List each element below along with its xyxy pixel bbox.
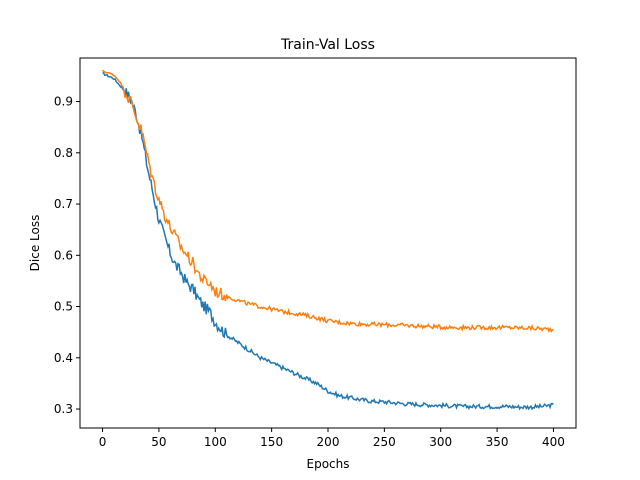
x-tick-label: 300	[429, 435, 452, 449]
y-tick-label: 0.8	[54, 146, 73, 160]
y-tick-label: 0.4	[54, 351, 73, 365]
y-axis-label: Dice Loss	[28, 215, 42, 272]
x-tick-label: 150	[260, 435, 283, 449]
x-tick-label: 100	[204, 435, 227, 449]
x-tick-label: 50	[151, 435, 166, 449]
y-tick-label: 0.3	[54, 402, 73, 416]
x-tick-label: 400	[542, 435, 565, 449]
x-tick-label: 0	[99, 435, 107, 449]
y-tick-label: 0.7	[54, 197, 73, 211]
tick-layer: 0 50 100 150 200 250 300 350 400 0.3 0.4 0.5 0.6 0.7 0…	[54, 95, 565, 449]
x-axis-label: Epochs	[307, 457, 350, 471]
chart-title: Train-Val Loss	[280, 37, 375, 53]
plot-background	[80, 58, 576, 428]
series-line-2	[101, 69, 554, 333]
x-tick-label: 350	[486, 435, 509, 449]
y-tick-label: 0.6	[54, 248, 73, 262]
y-tick-label: 0.9	[54, 95, 73, 109]
series-layer	[101, 69, 554, 411]
x-tick-label: 200	[317, 435, 340, 449]
y-tick-label: 0.5	[54, 300, 73, 314]
x-tick-label: 250	[373, 435, 396, 449]
series-line-1	[102, 71, 554, 411]
plot-frame	[79, 57, 577, 429]
